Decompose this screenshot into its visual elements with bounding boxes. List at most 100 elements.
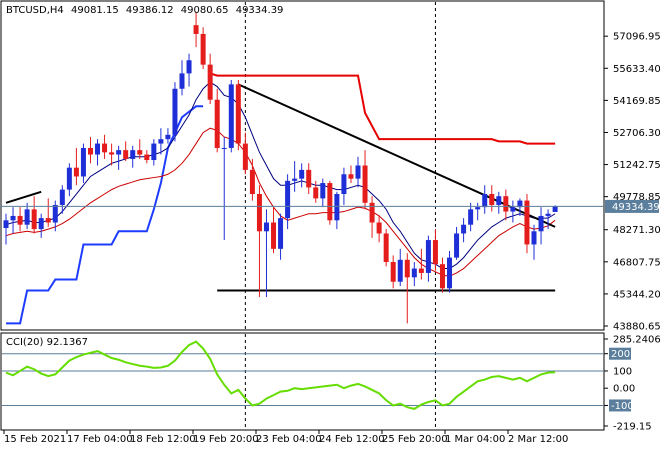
- candle-body: [299, 169, 305, 179]
- candle-body: [193, 25, 199, 34]
- candle-body: [186, 60, 192, 74]
- candle-body: [482, 194, 488, 208]
- candle-body: [468, 209, 474, 225]
- candle-body: [390, 261, 396, 282]
- cci-level-tag: [609, 347, 631, 360]
- candle-body: [214, 99, 220, 148]
- time-tick-label: 17 Feb 04:00: [67, 434, 133, 445]
- candle-body: [235, 84, 241, 144]
- time-tick-label: 25 Feb 20:00: [382, 434, 448, 445]
- candle-body: [242, 143, 248, 170]
- candle-body: [66, 167, 72, 190]
- cci-pane[interactable]: CCI(20) 92.1367: [0, 332, 605, 431]
- candle-body: [285, 180, 291, 219]
- fast-moving-average: [5, 81, 556, 270]
- cci-line: [5, 340, 556, 410]
- candle-body: [228, 84, 234, 148]
- candle-body: [158, 139, 164, 144]
- price-pane-border: [0, 0, 605, 331]
- cci-title: CCI(20) 92.1367: [6, 337, 88, 348]
- price-pane[interactable]: BTCUSD,H4 49081.15 49386.12 49080.65 493…: [0, 0, 605, 331]
- price-tick-label: 51242.75: [613, 160, 660, 171]
- candle-body: [59, 189, 65, 205]
- candle-body: [411, 268, 417, 278]
- candle-body: [510, 207, 516, 212]
- current-price-tag: [605, 199, 659, 213]
- candle-body: [496, 196, 502, 205]
- candle-body: [369, 202, 375, 223]
- candle-body: [172, 88, 178, 135]
- symbol-label: BTCUSD,H4: [6, 5, 64, 16]
- candle-body: [439, 264, 445, 289]
- time-tick-label: 1 Mar 04:00: [445, 434, 505, 445]
- candle-body: [461, 224, 467, 234]
- candle-body: [545, 213, 551, 216]
- candle-body: [52, 204, 58, 223]
- cci-tick-label: 285.2406: [613, 335, 660, 346]
- price-tick-label: 45344.20: [613, 289, 660, 300]
- candle-body: [116, 150, 122, 155]
- candle-body: [137, 150, 143, 155]
- candle-body: [531, 231, 537, 245]
- price-tick-label: 57096.95: [613, 32, 660, 43]
- candle-body: [80, 147, 86, 177]
- candle-body: [362, 165, 368, 203]
- candle-body: [489, 194, 495, 205]
- candle-body: [165, 134, 171, 140]
- candle-body: [404, 259, 410, 278]
- cci-tick-label: 0.00: [613, 384, 635, 395]
- candle-body: [376, 222, 382, 234]
- cci-tick-label: -219.15: [613, 422, 652, 433]
- price-tick-label: 54169.85: [613, 96, 660, 107]
- chart-header: BTCUSD,H4 49081.15 49386.12 49080.65 493…: [6, 5, 283, 16]
- candle-body: [221, 147, 227, 149]
- candle-body: [179, 73, 185, 89]
- candle-body: [432, 240, 438, 265]
- candle-body: [447, 257, 453, 289]
- candle-body: [306, 169, 312, 188]
- candle-body: [109, 152, 115, 155]
- candle-body: [3, 220, 9, 228]
- current-price-label: 49334.39: [612, 202, 660, 213]
- candle-body: [24, 209, 30, 225]
- candle-body: [87, 147, 93, 155]
- cci-level-tag: [609, 399, 631, 412]
- candle-body: [200, 33, 206, 65]
- candle-body: [123, 150, 129, 159]
- close-value: 49334.39: [236, 5, 284, 16]
- candle-body: [327, 183, 333, 221]
- candle-body: [144, 154, 150, 161]
- time-tick-label: 19 Feb 20:00: [193, 434, 259, 445]
- candle-body: [341, 174, 347, 195]
- candle-body: [271, 222, 277, 249]
- candle-body: [320, 183, 326, 199]
- price-tick-label: 43880.65: [613, 322, 660, 333]
- cci-axis: 285.2406 200 100 0.00 -100 -219.15: [604, 335, 660, 433]
- candle-body: [418, 268, 424, 273]
- candle-body: [256, 194, 262, 232]
- time-tick-label: 23 Feb 04:00: [256, 434, 322, 445]
- candle-body: [151, 143, 157, 161]
- candle-body: [102, 143, 108, 153]
- drawn-lines: [5, 83, 556, 292]
- resistance-stub-line: [5, 190, 42, 204]
- candle-body: [524, 200, 530, 245]
- candle-body: [45, 218, 51, 223]
- candle-body: [207, 64, 213, 100]
- high-value: 49386.12: [126, 5, 174, 16]
- candle-body: [278, 218, 284, 249]
- cci-tick-label: -100: [611, 401, 634, 412]
- candle-body: [292, 178, 298, 181]
- candle-body: [355, 165, 361, 179]
- candle-body: [95, 143, 101, 155]
- low-value: 49080.65: [181, 5, 229, 16]
- candle-body: [475, 207, 481, 210]
- candle-body: [334, 194, 340, 221]
- candle-body: [552, 206, 558, 212]
- time-tick-label: 15 Feb 2021: [4, 434, 66, 445]
- candle-body: [517, 200, 523, 208]
- candle-body: [348, 174, 354, 179]
